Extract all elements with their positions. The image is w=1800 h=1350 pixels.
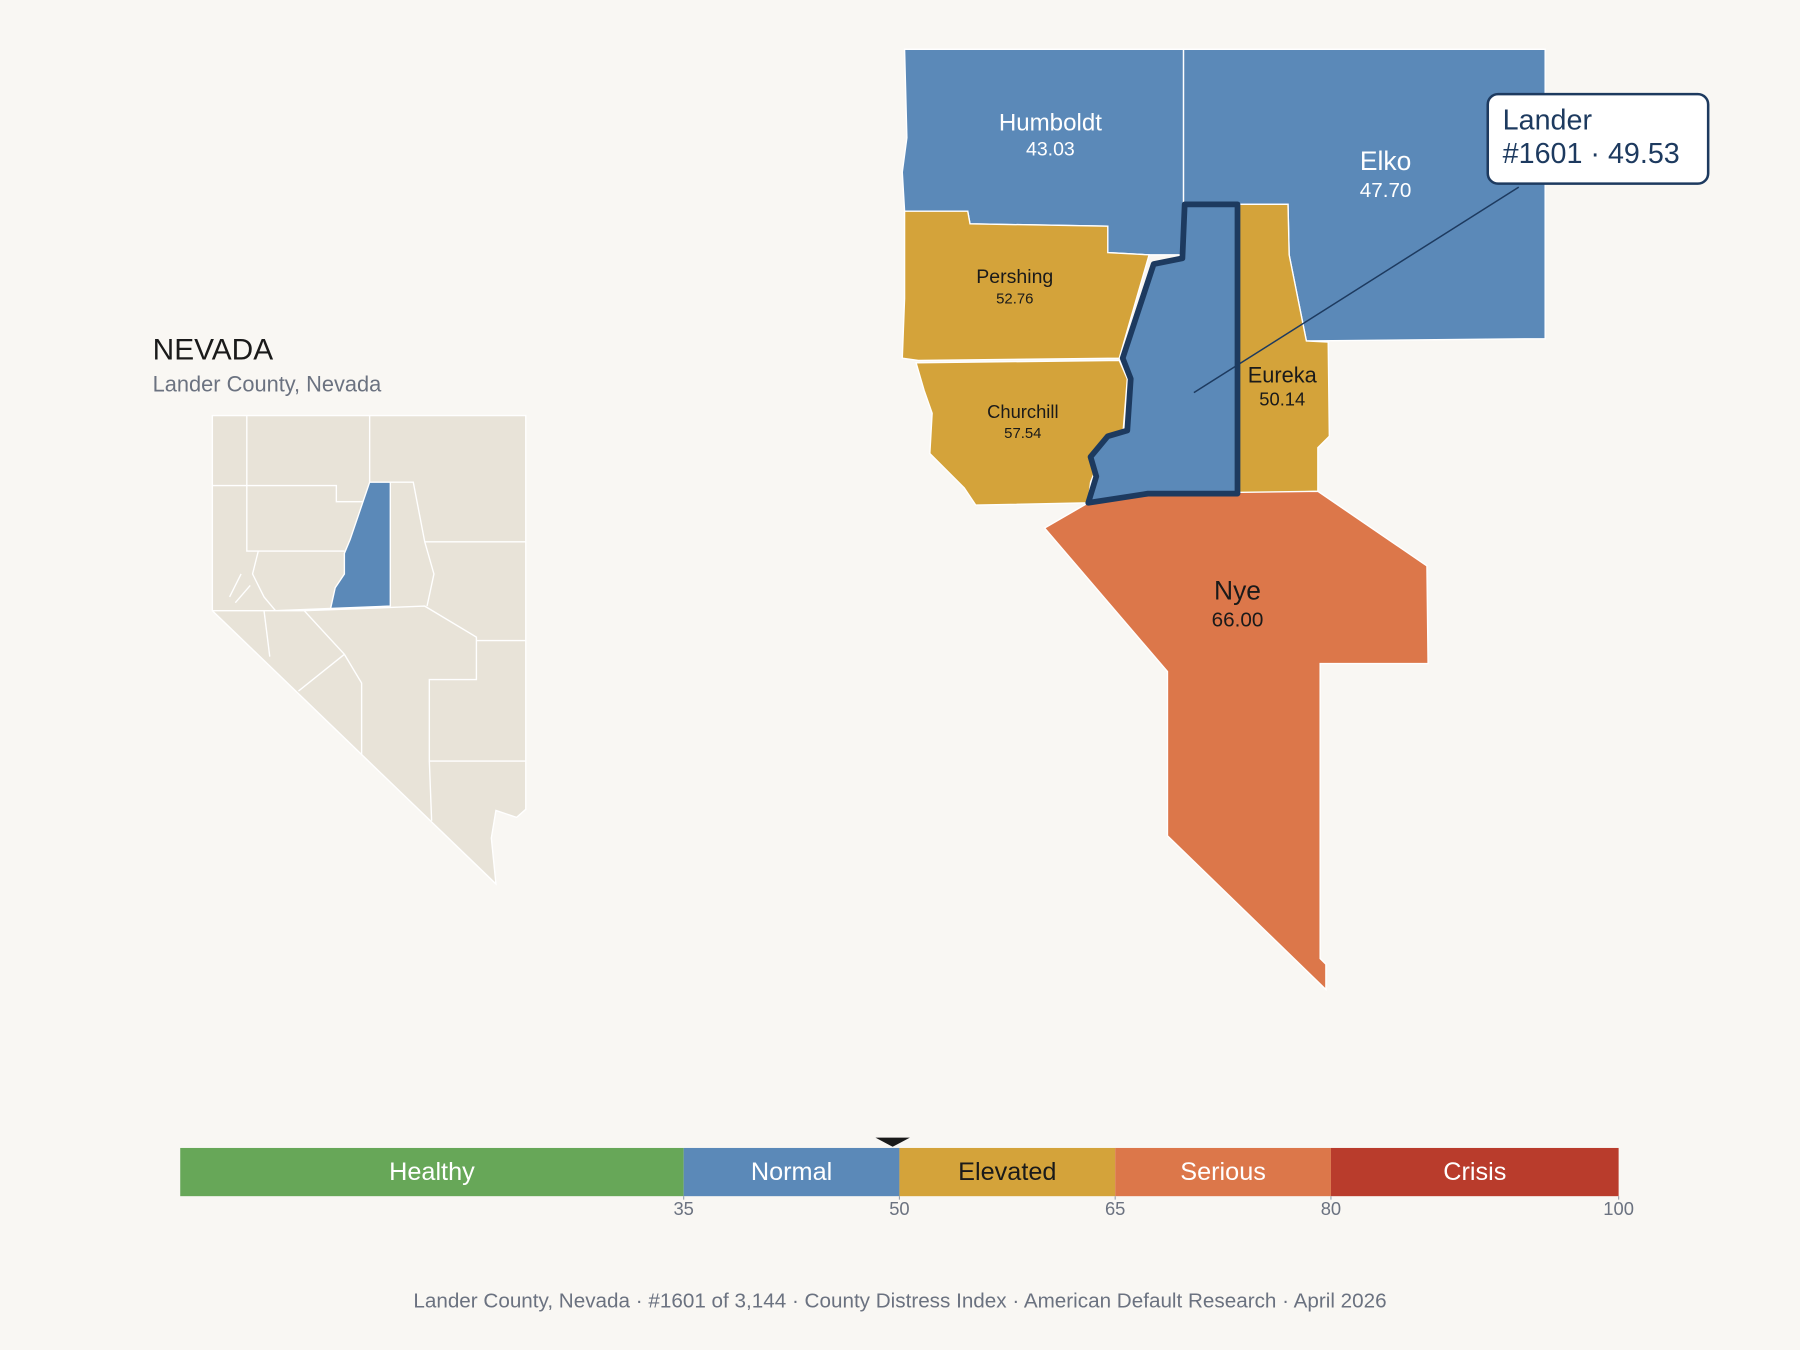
county-map: Humboldt 43.03 Elko 47.70 Pershing 52.76 Churc… [901, 48, 1546, 992]
scale-band-label: Normal [751, 1158, 832, 1186]
scale-tick-label: 35 [673, 1198, 693, 1219]
county-name: Humboldt [999, 109, 1102, 136]
state-outline [211, 414, 527, 886]
county [1043, 490, 1429, 992]
county-score: 43.03 [1026, 139, 1075, 161]
callout-detail: #1601 · 49.53 [1503, 138, 1680, 170]
callout-box [1486, 92, 1710, 185]
county-score: 50.14 [1259, 388, 1305, 409]
state-title: NEVADA [153, 333, 274, 366]
scale-tick-label: 65 [1105, 1198, 1125, 1219]
county [901, 210, 1151, 362]
scale-band-label: Healthy [389, 1158, 475, 1186]
state-subtitle: Lander County, Nevada [153, 371, 382, 396]
distress-scale: Healthy Normal Elevated Serious Crisis 35 50 65… [180, 1137, 1634, 1219]
callout-name: Lander [1503, 105, 1593, 137]
scale-band [899, 1147, 1116, 1197]
scale-band [180, 1147, 684, 1197]
scale-tick-label: 80 [1321, 1198, 1341, 1219]
scale-band [683, 1147, 900, 1197]
scale-tick-label: 100 [1603, 1198, 1634, 1219]
county-score: 57.54 [1004, 425, 1041, 442]
county-score: 52.76 [996, 291, 1033, 308]
scale-tick-label: 50 [889, 1198, 909, 1219]
scale-band-label: Elevated [958, 1158, 1056, 1186]
scale-band-label: Serious [1180, 1158, 1266, 1186]
focus-county [1085, 201, 1241, 506]
county-name: Eureka [1248, 362, 1318, 387]
inset-focus-county [329, 481, 391, 610]
county-name: Elko [1360, 146, 1411, 176]
scale-band [1330, 1147, 1619, 1197]
state-inset [211, 414, 527, 886]
callout-leader [1193, 186, 1520, 394]
footer: Lander County, Nevada · #1601 of 3,144 ·… [413, 1290, 1386, 1313]
county-name: Pershing [976, 266, 1053, 288]
county-name: Churchill [987, 401, 1058, 422]
county-name: Nye [1214, 575, 1261, 605]
county-borders [212, 415, 526, 821]
county-score: 66.00 [1212, 608, 1264, 631]
scale-band-label: Crisis [1443, 1158, 1506, 1186]
scale-band [1115, 1147, 1331, 1197]
scale-marker [875, 1137, 910, 1147]
county-score: 47.70 [1360, 179, 1412, 202]
